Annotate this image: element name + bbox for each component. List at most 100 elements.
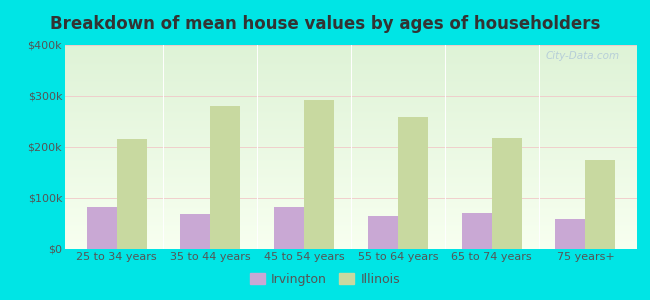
Bar (65, 238, 637, 239)
Bar (65, 81, 637, 82)
Bar (65, 156, 637, 157)
Bar (65, 80, 637, 81)
Bar (65, 142, 637, 143)
Bar (65, 192, 637, 193)
Bar (65, 146, 637, 147)
Bar (65, 207, 637, 208)
Bar (65, 234, 637, 235)
Bar (65, 235, 637, 236)
Bar (65, 90, 637, 91)
Bar (65, 68, 637, 70)
Bar (65, 116, 637, 117)
Bar (65, 186, 637, 187)
Bar (65, 132, 637, 133)
Bar (65, 197, 637, 198)
Bar (65, 135, 637, 136)
Bar (65, 158, 637, 159)
Bar (65, 70, 637, 71)
Bar (65, 53, 637, 54)
Bar (65, 144, 637, 145)
Bar (65, 160, 637, 161)
Bar (65, 104, 637, 105)
Bar (65, 208, 637, 209)
Bar (368, 216, 398, 249)
Bar (65, 47, 637, 48)
Bar (65, 114, 637, 116)
Bar (65, 134, 637, 135)
Bar (65, 150, 637, 151)
Bar (65, 173, 637, 175)
Bar (65, 167, 637, 168)
Bar (65, 96, 637, 97)
Bar (65, 205, 637, 206)
Bar (65, 211, 637, 212)
Bar (65, 108, 637, 109)
Bar (65, 138, 637, 139)
Bar (586, 160, 616, 249)
Bar (86, 207, 116, 249)
Bar (65, 46, 637, 47)
Text: City-Data.com: City-Data.com (546, 51, 620, 61)
Bar (491, 138, 522, 249)
Bar (65, 187, 637, 188)
Bar (65, 126, 637, 127)
Bar (65, 233, 637, 234)
Bar (65, 86, 637, 87)
Bar (65, 111, 637, 112)
Bar (65, 244, 637, 245)
Bar (65, 214, 637, 215)
Bar (65, 128, 637, 129)
Bar (65, 148, 637, 149)
Bar (65, 176, 637, 177)
Bar (65, 107, 637, 108)
Bar (65, 189, 637, 190)
Bar (65, 149, 637, 150)
Bar (180, 214, 211, 249)
Bar (65, 165, 637, 166)
Bar (65, 133, 637, 134)
Bar (462, 213, 491, 249)
Bar (65, 137, 637, 138)
Bar (65, 60, 637, 61)
Bar (65, 152, 637, 153)
Bar (65, 220, 637, 221)
Bar (65, 232, 637, 233)
Bar (65, 103, 637, 104)
Bar (65, 168, 637, 169)
Bar (65, 230, 637, 231)
Bar (65, 83, 637, 84)
Bar (65, 93, 637, 94)
Bar (65, 66, 637, 68)
Bar (65, 130, 637, 131)
Bar (65, 195, 637, 196)
Bar (65, 122, 637, 124)
Bar (65, 131, 637, 132)
Bar (65, 124, 637, 126)
Bar (65, 109, 637, 110)
Bar (65, 223, 637, 224)
Bar (65, 203, 637, 204)
Bar (65, 199, 637, 200)
Bar (65, 240, 637, 241)
Bar (65, 246, 637, 247)
Bar (65, 200, 637, 201)
Bar (65, 241, 637, 242)
Bar (65, 210, 637, 211)
Bar (65, 89, 637, 90)
Bar (65, 216, 637, 217)
Bar (65, 172, 637, 173)
Bar (65, 74, 637, 75)
Bar (65, 141, 637, 142)
Bar (65, 88, 637, 89)
Bar (65, 143, 637, 144)
Bar (65, 78, 637, 79)
Bar (65, 45, 637, 46)
Bar (65, 219, 637, 220)
Bar (65, 62, 637, 63)
Bar (65, 101, 637, 102)
Bar (65, 129, 637, 130)
Bar (65, 48, 637, 49)
Bar (65, 51, 637, 52)
Bar (65, 136, 637, 137)
Bar (65, 94, 637, 95)
